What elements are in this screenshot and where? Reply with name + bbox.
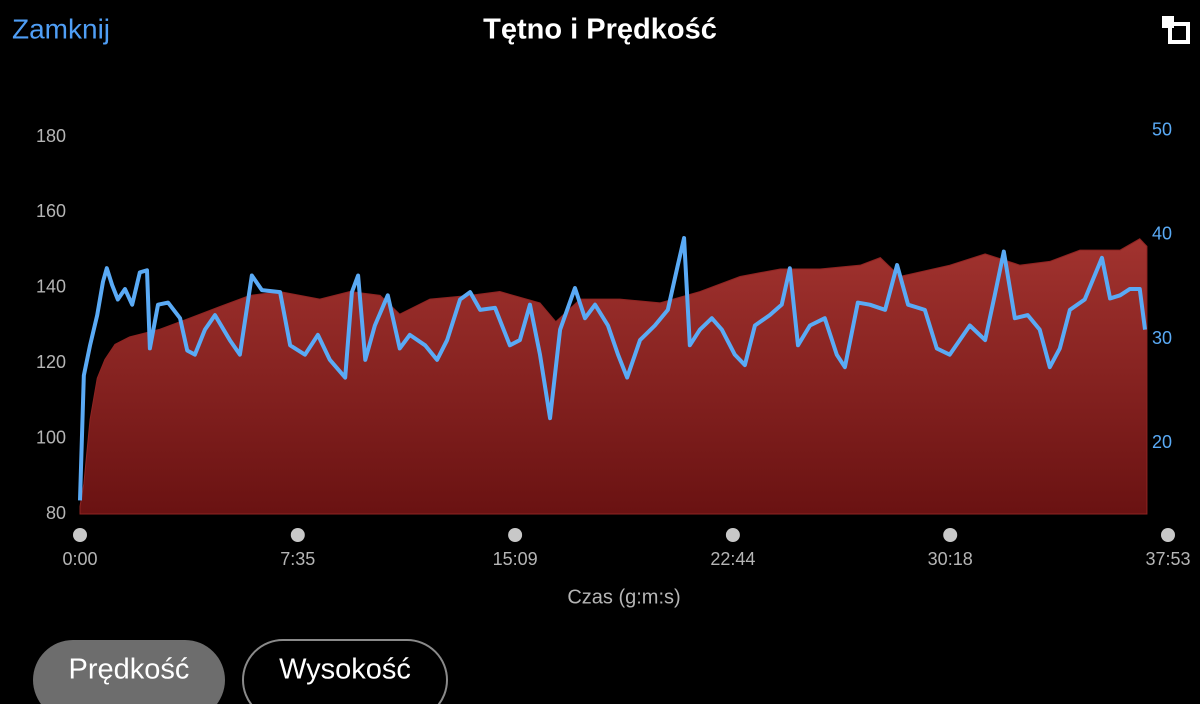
x-tick-label: 30:18 [928,549,973,569]
x-tick-dot [290,528,305,542]
y2-tick-label: 30 [1152,328,1172,348]
y-tick-label: 100 [36,427,66,447]
close-button[interactable]: Zamknij [12,13,110,44]
y-tick-label: 160 [36,201,66,221]
x-tick-label: 22:44 [710,549,755,569]
speed-button[interactable] [33,640,225,704]
y-tick-label: 120 [36,352,66,372]
fullscreen-icon[interactable] [1162,16,1190,44]
y2-tick-label: 20 [1152,432,1172,452]
x-tick-dot [1161,528,1175,542]
speed-line [78,236,1148,501]
x-tick-dot [73,528,87,542]
x-tick-label: 7:35 [280,549,315,569]
x-tick-label: 15:09 [493,549,538,569]
y2-tick-label: 40 [1152,224,1172,244]
y-tick-label: 180 [36,126,66,146]
altitude-button-label[interactable]: Wysokość [279,654,411,686]
x-tick-label: 0:00 [62,549,97,569]
x-tick-dot [943,528,958,542]
x-tick-label: 37:53 [1145,549,1190,569]
y-tick-label: 140 [36,277,66,297]
y-tick-label: 80 [46,503,66,523]
x-axis-label: Czas (g:m:s) [567,586,680,608]
y2-tick-label: 50 [1152,120,1172,140]
screen-title: Tętno i Prędkość [483,14,717,46]
x-tick-dot [508,528,523,542]
speed-button-label[interactable]: Prędkość [69,654,190,686]
altitude-button[interactable] [242,639,448,704]
chart: 80 100 120 140 160 180 20 30 40 50 0:00 7:35 15:09 22… [36,120,1191,609]
x-tick-dot [725,528,740,542]
